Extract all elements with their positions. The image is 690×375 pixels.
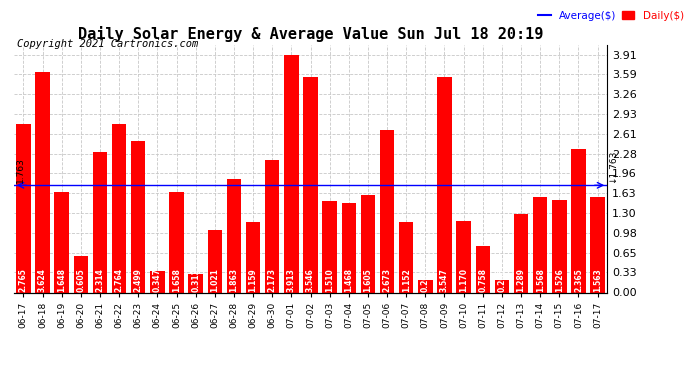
Text: 1.863: 1.863 xyxy=(230,268,239,292)
Text: 3.546: 3.546 xyxy=(306,268,315,292)
Bar xyxy=(227,179,241,292)
Bar xyxy=(552,200,566,292)
Text: 1.658: 1.658 xyxy=(172,268,181,292)
Bar xyxy=(265,160,279,292)
Bar xyxy=(495,280,509,292)
Bar xyxy=(284,54,299,292)
Bar xyxy=(188,273,203,292)
Text: 1.021: 1.021 xyxy=(210,268,219,292)
Bar xyxy=(150,272,164,292)
Text: 1.568: 1.568 xyxy=(535,268,544,292)
Bar xyxy=(361,195,375,292)
Title: Daily Solar Energy & Average Value Sun Jul 18 20:19: Daily Solar Energy & Average Value Sun J… xyxy=(78,27,543,42)
Text: 2.673: 2.673 xyxy=(382,268,391,292)
Bar xyxy=(591,198,605,292)
Text: 2.499: 2.499 xyxy=(134,268,143,292)
Bar xyxy=(571,148,586,292)
Text: 3.913: 3.913 xyxy=(287,268,296,292)
Text: 3.624: 3.624 xyxy=(38,268,47,292)
Legend: Average($), Daily($): Average($), Daily($) xyxy=(534,7,688,25)
Text: 1.170: 1.170 xyxy=(459,268,468,292)
Text: 2.314: 2.314 xyxy=(95,268,104,292)
Text: 0.200: 0.200 xyxy=(497,268,506,292)
Text: 1.468: 1.468 xyxy=(344,268,353,292)
Text: ↓1.763: ↓1.763 xyxy=(608,150,617,183)
Text: 3.547: 3.547 xyxy=(440,268,449,292)
Text: 0.605: 0.605 xyxy=(77,268,86,292)
Text: 2.365: 2.365 xyxy=(574,268,583,292)
Bar xyxy=(380,130,394,292)
Text: 1.563: 1.563 xyxy=(593,268,602,292)
Text: 1.159: 1.159 xyxy=(248,268,257,292)
Bar xyxy=(74,256,88,292)
Text: 1.763: 1.763 xyxy=(16,157,25,183)
Text: 0.347: 0.347 xyxy=(153,268,162,292)
Text: 1.510: 1.510 xyxy=(325,268,334,292)
Bar xyxy=(16,124,30,292)
Text: 0.209: 0.209 xyxy=(421,268,430,292)
Bar xyxy=(437,77,452,292)
Bar xyxy=(514,214,529,292)
Text: 1.605: 1.605 xyxy=(364,268,373,292)
Text: 2.765: 2.765 xyxy=(19,268,28,292)
Text: 1.289: 1.289 xyxy=(517,268,526,292)
Bar xyxy=(304,77,317,292)
Bar xyxy=(35,72,50,292)
Bar xyxy=(533,197,547,292)
Bar xyxy=(475,246,490,292)
Text: 2.764: 2.764 xyxy=(115,268,124,292)
Text: Copyright 2021 Cartronics.com: Copyright 2021 Cartronics.com xyxy=(17,39,199,50)
Bar xyxy=(131,141,146,292)
Bar xyxy=(55,192,69,292)
Bar xyxy=(92,152,107,292)
Text: 2.173: 2.173 xyxy=(268,268,277,292)
Bar xyxy=(322,201,337,292)
Bar xyxy=(418,280,433,292)
Bar xyxy=(457,221,471,292)
Text: 1.152: 1.152 xyxy=(402,268,411,292)
Bar xyxy=(112,124,126,292)
Bar xyxy=(399,222,413,292)
Text: 0.758: 0.758 xyxy=(478,268,487,292)
Bar xyxy=(208,230,222,292)
Bar xyxy=(342,203,356,292)
Text: 1.526: 1.526 xyxy=(555,268,564,292)
Text: 0.312: 0.312 xyxy=(191,268,200,292)
Bar xyxy=(169,192,184,292)
Bar xyxy=(246,222,260,292)
Text: 1.648: 1.648 xyxy=(57,268,66,292)
